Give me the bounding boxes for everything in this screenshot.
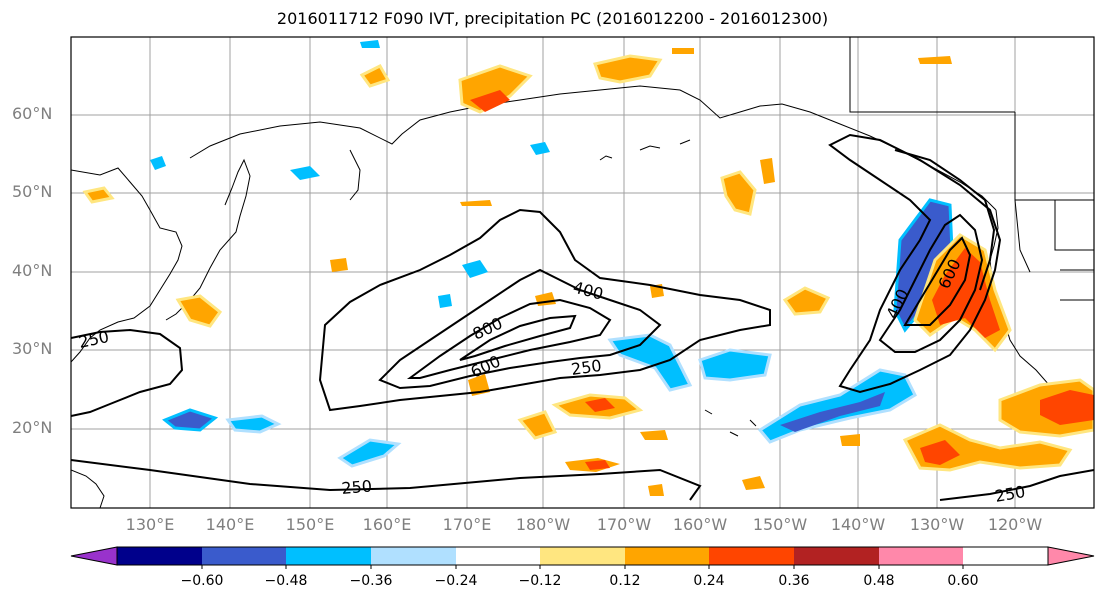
colorbar-tick-label: −0.60 — [180, 573, 224, 589]
colorbar — [70, 546, 1095, 569]
colorbar-tick-label: 0.12 — [609, 573, 641, 589]
lat-label: 40°N — [12, 261, 53, 280]
colorbar-cell — [625, 547, 709, 565]
colorbar-tick-label: 0.48 — [863, 573, 895, 589]
colorbar-cell — [117, 547, 202, 565]
colorbar-cell — [456, 547, 540, 565]
lon-label: 160°E — [362, 515, 412, 534]
lon-label: 170°E — [442, 515, 492, 534]
colorbar-cell — [540, 547, 625, 565]
lat-label: 50°N — [12, 182, 53, 201]
map-title: 2016011712 F090 IVT, precipitation PC (2… — [276, 9, 829, 28]
lon-label: 160°W — [672, 515, 728, 534]
map-plot-area: 250 400 800 600 250 250 400 600 250 — [71, 37, 1094, 508]
colorbar-cell — [286, 547, 371, 565]
lon-label: 120°W — [987, 515, 1043, 534]
colorbar-cell — [879, 547, 963, 565]
colorbar-tick-label: −0.36 — [349, 573, 393, 589]
colorbar-cell — [371, 547, 456, 565]
colorbar-tick-label: 0.60 — [947, 573, 979, 589]
colorbar-extend-max — [1048, 547, 1094, 565]
colorbar-tick-label: 0.36 — [778, 573, 810, 589]
lat-label: 60°N — [12, 104, 53, 123]
lon-label: 150°E — [285, 515, 335, 534]
lon-label: 180°W — [515, 515, 571, 534]
colorbar-tick-label: −0.48 — [264, 573, 308, 589]
contour-label: 250 — [341, 476, 373, 498]
colorbar-cell — [202, 547, 286, 565]
contour-label: 250 — [570, 356, 603, 379]
lon-label: 140°W — [830, 515, 886, 534]
precipitation-fill — [82, 40, 1094, 496]
colorbar-cell — [709, 547, 794, 565]
lat-label: 20°N — [12, 418, 53, 437]
lat-label: 30°N — [12, 339, 53, 358]
colorbar-extend-min — [71, 547, 117, 565]
lon-label: 130°W — [909, 515, 965, 534]
colorbar-tick-label: −0.12 — [518, 573, 562, 589]
colorbar-tick-label: −0.24 — [434, 573, 478, 589]
lon-label: 170°W — [596, 515, 652, 534]
ivt-contours — [71, 133, 1094, 501]
plot-frame — [70, 36, 1095, 509]
colorbar-tick-label: 0.24 — [693, 573, 725, 589]
lon-label: 130°E — [125, 515, 175, 534]
lon-label: 140°E — [205, 515, 255, 534]
lon-label: 150°W — [752, 515, 808, 534]
graticule — [71, 37, 1094, 508]
political-borders — [849, 37, 1094, 301]
colorbar-cell — [794, 547, 879, 565]
